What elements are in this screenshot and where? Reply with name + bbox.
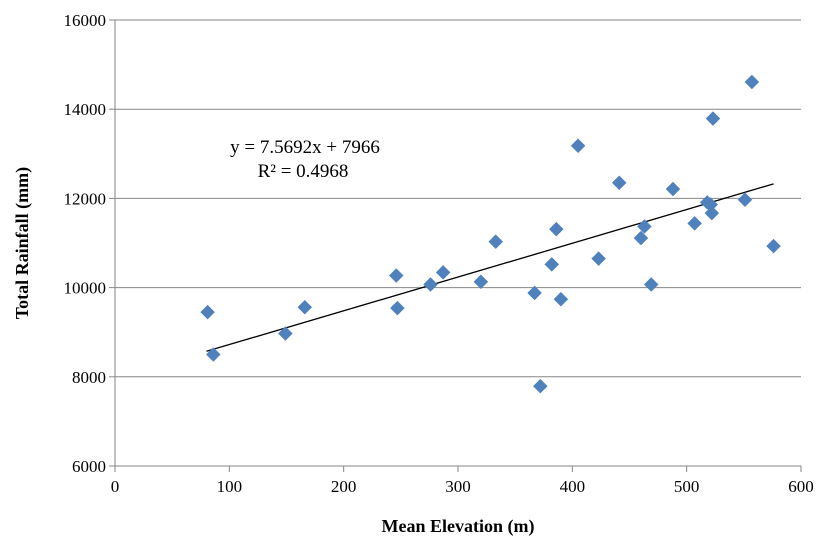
data-point bbox=[570, 138, 586, 154]
data-point bbox=[488, 234, 504, 250]
data-point bbox=[548, 221, 564, 237]
y-tick-label: 16000 bbox=[64, 11, 107, 30]
data-point bbox=[390, 300, 405, 316]
trendline bbox=[206, 183, 774, 352]
data-point bbox=[704, 205, 720, 221]
data-point bbox=[633, 230, 649, 246]
y-tick-label: 8000 bbox=[72, 368, 106, 387]
data-point bbox=[388, 268, 404, 283]
y-tick-label: 14000 bbox=[64, 100, 107, 119]
data-point bbox=[687, 216, 703, 231]
x-tick-label: 500 bbox=[674, 477, 700, 496]
data-point bbox=[278, 326, 293, 341]
y-axis-title: Total Rainfall (mm) bbox=[12, 167, 33, 319]
data-point bbox=[705, 111, 721, 126]
x-axis-title: Mean Elevation (m) bbox=[382, 516, 535, 537]
data-point bbox=[665, 181, 681, 197]
x-tick-label: 400 bbox=[560, 477, 586, 496]
data-point bbox=[544, 257, 560, 272]
data-point bbox=[611, 175, 627, 191]
x-tick-label: 0 bbox=[111, 477, 120, 496]
trendline-group bbox=[206, 183, 774, 352]
data-point bbox=[200, 304, 215, 320]
data-point bbox=[591, 251, 606, 266]
data-point bbox=[766, 238, 781, 254]
trendline-r-squared: R² = 0.4968 bbox=[258, 161, 349, 182]
y-tick-label: 6000 bbox=[72, 457, 106, 476]
data-point bbox=[553, 291, 569, 307]
y-axis: 6000 8000 10000 12000 14000 16000 bbox=[64, 11, 116, 476]
data-point bbox=[532, 378, 548, 394]
data-point bbox=[527, 285, 542, 301]
x-tick-label: 300 bbox=[445, 477, 471, 496]
x-tick-label: 200 bbox=[331, 477, 357, 496]
y-tick-label: 10000 bbox=[64, 279, 107, 298]
data-point bbox=[423, 277, 438, 292]
data-points bbox=[200, 74, 781, 394]
data-point bbox=[205, 347, 221, 362]
data-point bbox=[637, 219, 652, 234]
x-tick-label: 600 bbox=[788, 477, 814, 496]
data-point bbox=[473, 274, 489, 290]
data-point bbox=[435, 265, 451, 280]
data-point bbox=[737, 192, 753, 208]
data-point bbox=[297, 299, 313, 315]
data-point bbox=[744, 74, 760, 90]
data-point bbox=[643, 277, 659, 292]
y-tick-label: 12000 bbox=[64, 189, 107, 208]
x-tick-label: 100 bbox=[217, 477, 243, 496]
trendline-equation: y = 7.5692x + 7966 bbox=[230, 137, 380, 158]
gridlines bbox=[115, 19, 801, 378]
x-axis: 0 100 200 300 400 500 600 bbox=[111, 465, 814, 496]
